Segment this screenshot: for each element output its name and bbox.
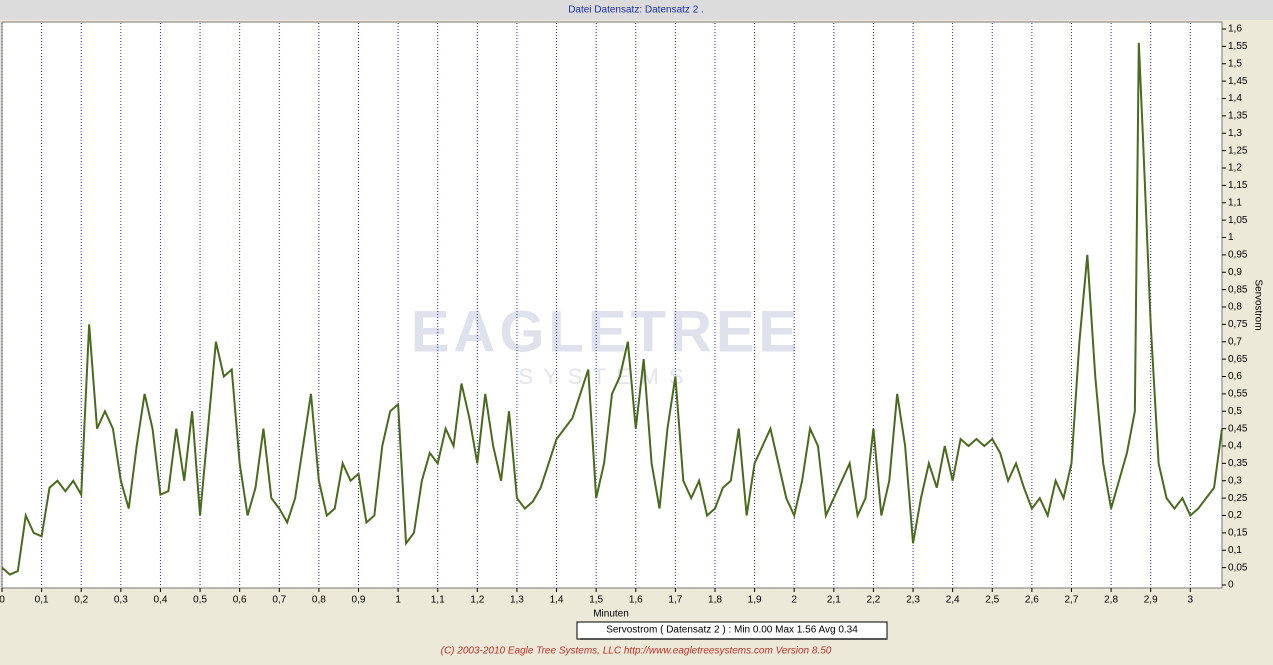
y-tick-label: 1,25 [1228, 145, 1248, 156]
x-tick-label: 0,6 [233, 595, 247, 606]
y-tick-label: 0,9 [1228, 267, 1242, 278]
x-tick-label: 0,7 [272, 595, 286, 606]
y-tick-label: 0 [1228, 580, 1234, 591]
y-tick-label: 0,85 [1228, 284, 1248, 295]
y-tick-label: 0,75 [1228, 319, 1248, 330]
y-tick-label: 0,25 [1228, 493, 1248, 504]
x-axis-label: Minuten [593, 609, 629, 620]
x-tick-label: 1,4 [550, 595, 564, 606]
x-tick-label: 3 [1188, 595, 1194, 606]
x-tick-label: 2,3 [906, 595, 920, 606]
y-tick-label: 1,3 [1228, 128, 1242, 139]
y-tick-label: 0,8 [1228, 302, 1242, 313]
x-tick-label: 2,4 [946, 595, 960, 606]
x-tick-label: 2,5 [985, 595, 999, 606]
x-tick-label: 1,6 [629, 595, 643, 606]
watermark-sub: SYSTEMS [518, 364, 693, 389]
x-tick-label: 0,5 [193, 595, 207, 606]
x-tick-label: 1,7 [668, 595, 682, 606]
y-tick-label: 1,2 [1228, 163, 1242, 174]
y-tick-label: 0,55 [1228, 389, 1248, 400]
x-tick-label: 0 [0, 595, 5, 606]
x-tick-label: 0,1 [35, 595, 49, 606]
x-tick-label: 2,8 [1104, 595, 1118, 606]
y-tick-label: 1,35 [1228, 111, 1248, 122]
y-tick-label: 0,1 [1228, 545, 1242, 556]
y-tick-label: 1,05 [1228, 215, 1248, 226]
x-tick-label: 0,3 [114, 595, 128, 606]
x-tick-label: 0,8 [312, 595, 326, 606]
x-tick-label: 2,1 [827, 595, 841, 606]
y-tick-label: 0,95 [1228, 250, 1248, 261]
y-tick-label: 0,7 [1228, 336, 1242, 347]
x-tick-label: 1,3 [510, 595, 524, 606]
y-tick-label: 0,6 [1228, 371, 1242, 382]
x-tick-label: 1,5 [589, 595, 603, 606]
x-tick-label: 0,2 [74, 595, 88, 606]
y-tick-label: 1,5 [1228, 58, 1242, 69]
y-tick-label: 0,4 [1228, 441, 1242, 452]
footer: (C) 2003-2010 Eagle Tree Systems, LLC ht… [441, 646, 832, 657]
x-tick-label: 0,4 [153, 595, 167, 606]
y-tick-label: 1 [1228, 232, 1234, 243]
y-tick-label: 0,2 [1228, 510, 1242, 521]
title-bar [0, 0, 1273, 20]
y-tick-label: 0,3 [1228, 475, 1242, 486]
y-tick-label: 1,4 [1228, 93, 1242, 104]
y-tick-label: 0,15 [1228, 528, 1248, 539]
x-tick-label: 0,9 [352, 595, 366, 606]
y-tick-label: 1,55 [1228, 41, 1248, 52]
y-tick-label: 0,5 [1228, 406, 1242, 417]
x-tick-label: 2,6 [1025, 595, 1039, 606]
y-tick-label: 0,05 [1228, 562, 1248, 573]
watermark-logo: EAGLETREE [411, 299, 802, 364]
y-tick-label: 0,45 [1228, 423, 1248, 434]
legend-text: Servostrom ( Datensatz 2 ) : Min 0.00 Ma… [606, 625, 858, 636]
x-tick-label: 2,2 [866, 595, 880, 606]
x-tick-label: 1,1 [431, 595, 445, 606]
x-tick-label: 2 [791, 595, 797, 606]
y-tick-label: 1,1 [1228, 197, 1242, 208]
y-tick-label: 1,6 [1228, 24, 1242, 35]
y-tick-label: 0,65 [1228, 354, 1248, 365]
x-tick-label: 2,9 [1144, 595, 1158, 606]
x-tick-label: 2,7 [1065, 595, 1079, 606]
y-tick-label: 0,35 [1228, 458, 1248, 469]
x-tick-label: 1,8 [708, 595, 722, 606]
plot-area [1, 21, 1223, 589]
x-tick-label: 1 [395, 595, 401, 606]
chart-title: Datei Datensatz: Datensatz 2 . [568, 5, 704, 16]
y-axis-label: Servostrom [1252, 279, 1263, 330]
y-tick-label: 1,15 [1228, 180, 1248, 191]
data-line [1, 42, 1223, 576]
x-tick-label: 1,2 [470, 595, 484, 606]
x-tick-label: 1,9 [748, 595, 762, 606]
y-tick-label: 1,45 [1228, 76, 1248, 87]
